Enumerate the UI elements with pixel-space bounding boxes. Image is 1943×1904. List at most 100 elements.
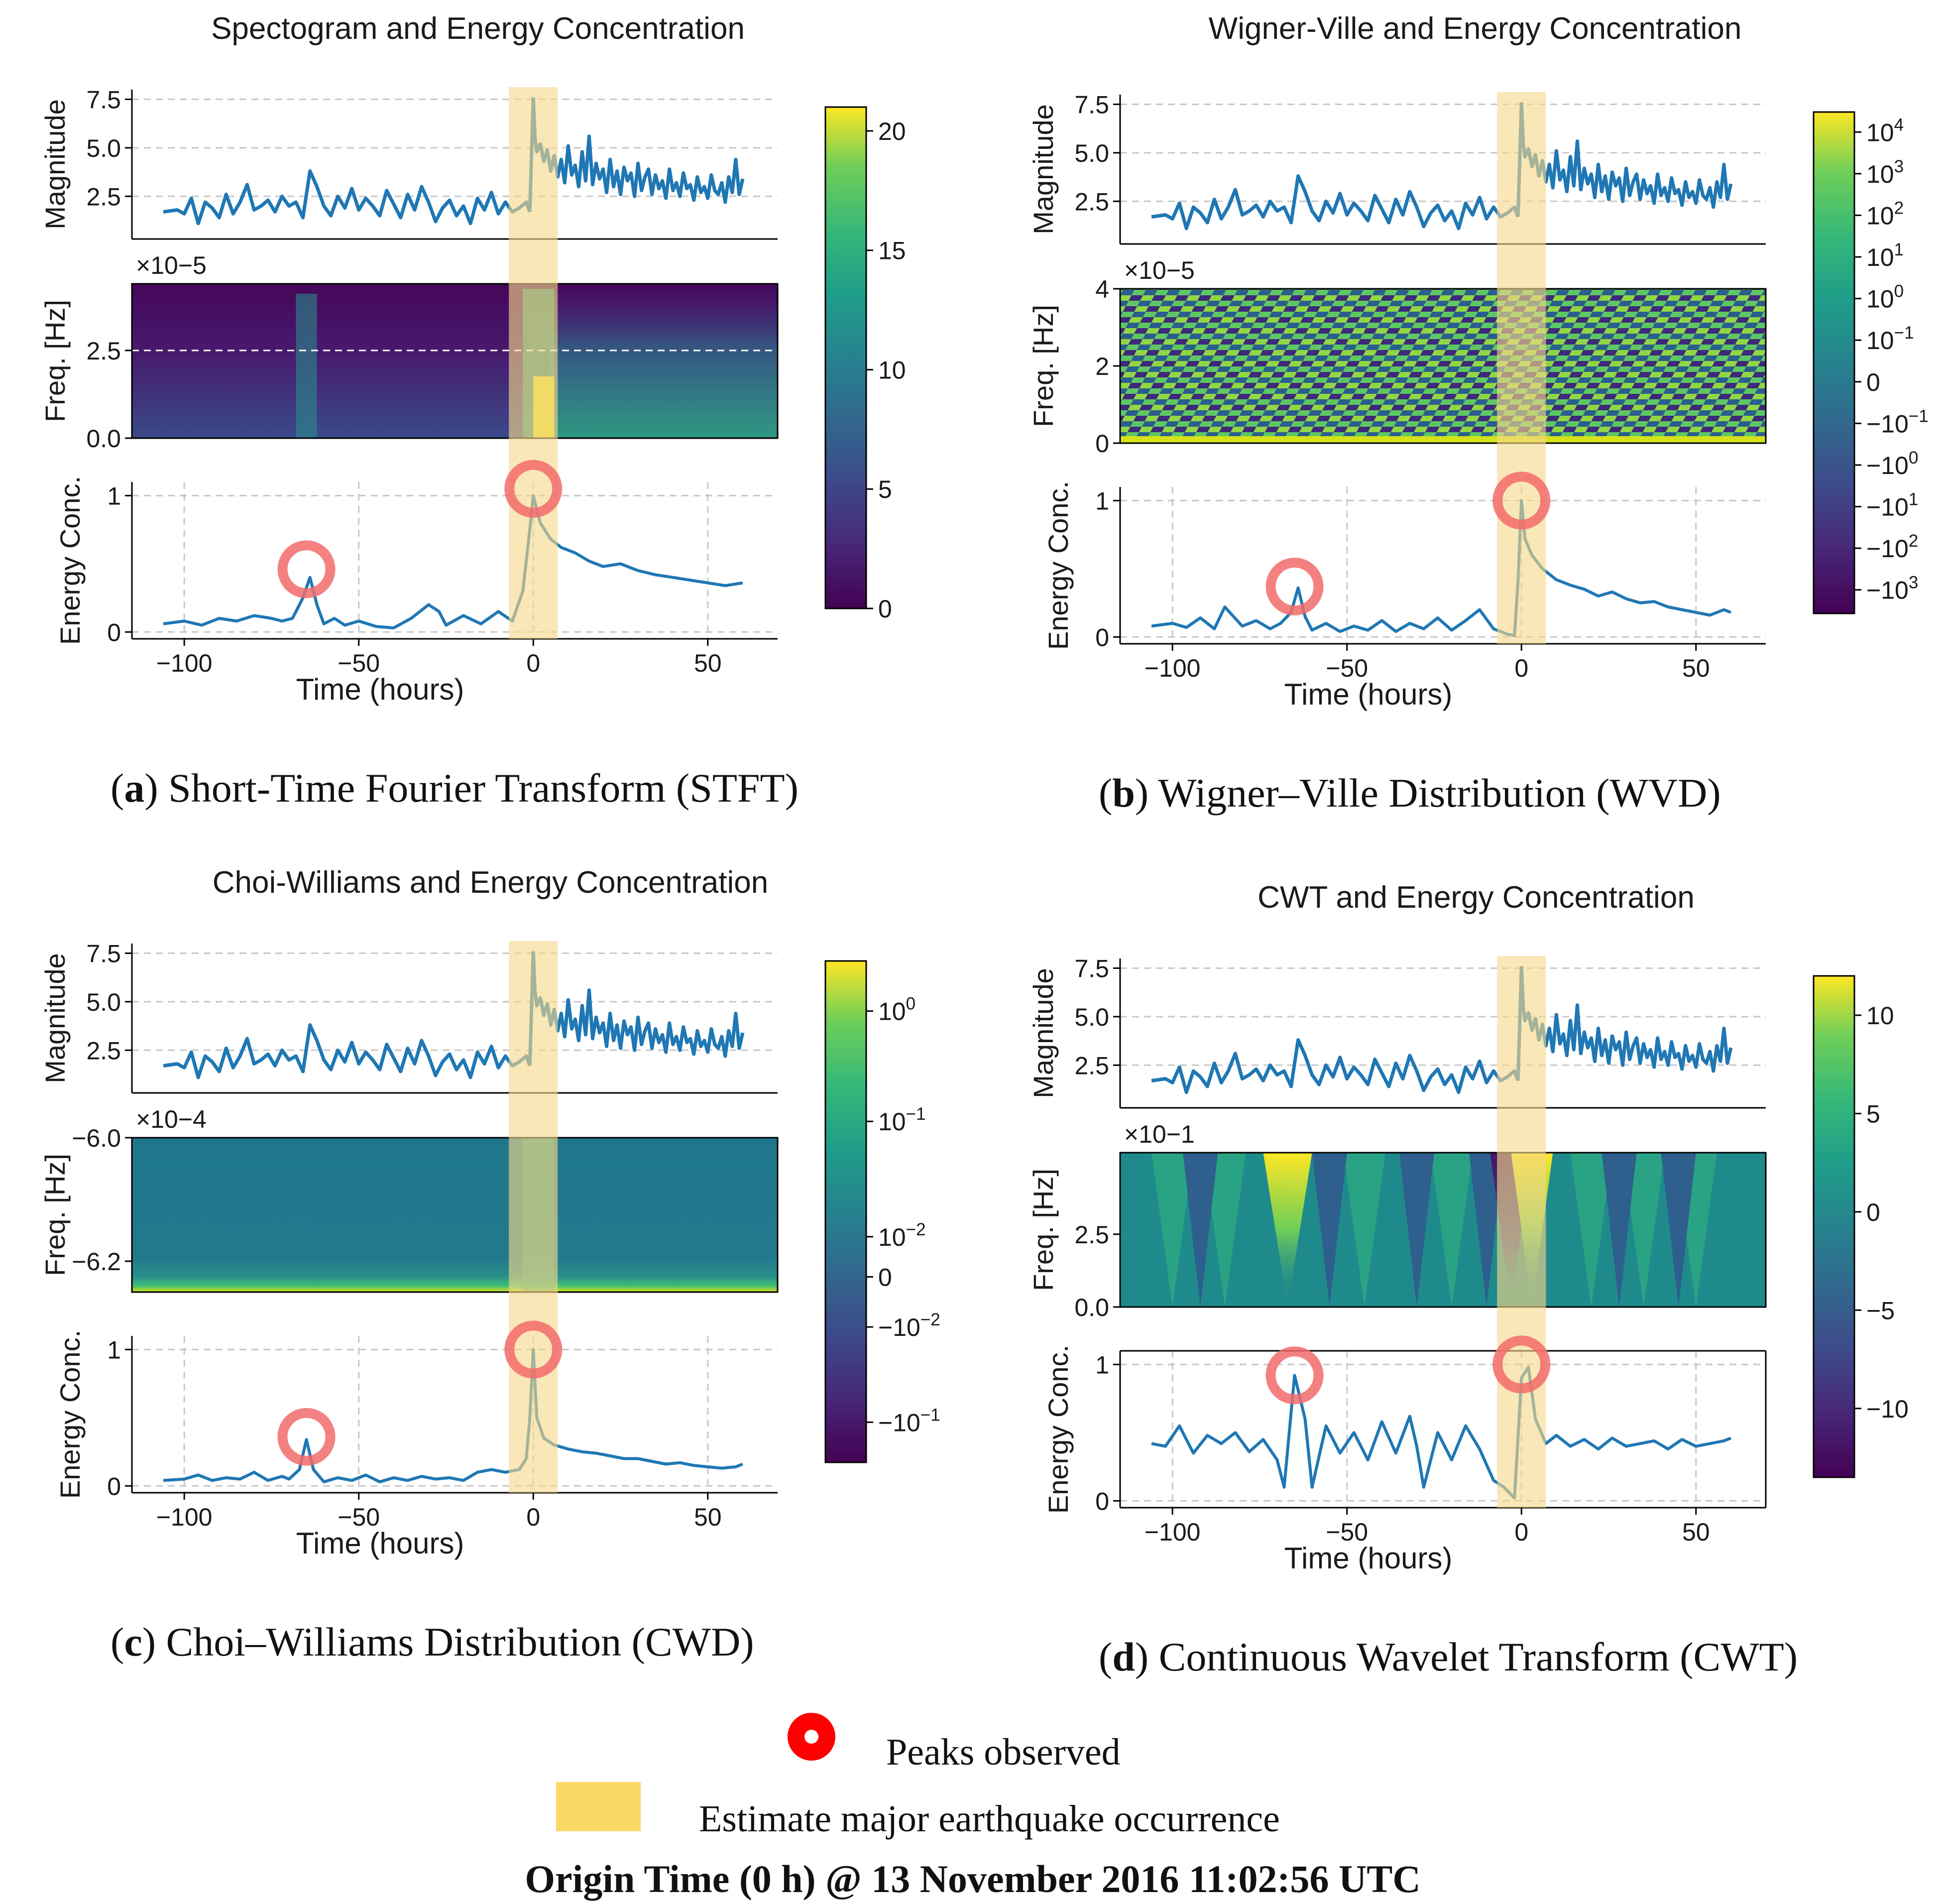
x-tick-label: 50: [694, 649, 722, 677]
spectrum-frame: [1119, 1152, 1767, 1308]
spectrum-tick-label: 4: [1095, 275, 1109, 303]
legend-band-swatch: [556, 1782, 641, 1831]
panel-caption: (b) Wigner–Ville Distribution (WVD): [1099, 770, 1721, 816]
spectrum-axis-label: Freq. [Hz]: [1028, 1169, 1059, 1291]
magnitude-series-line: [1151, 1038, 1520, 1094]
spectrum-tick-label: 0.0: [86, 425, 121, 453]
spectrum-tick-label: −6.2: [72, 1248, 121, 1276]
earthquake-time-band: [509, 87, 558, 639]
spectrogram-foreshock-streak: [296, 294, 317, 438]
magnitude-tick-label: 2.5: [1074, 1052, 1109, 1079]
colorbar: [824, 106, 867, 609]
peak-marker: [1265, 1346, 1324, 1405]
colorbar-tick-label: −10−1: [878, 1405, 940, 1436]
figure-legend: Peaks observed Estimate major earthquake…: [525, 1713, 1421, 1901]
cwt-wavelet-cone: [1183, 1153, 1218, 1307]
spectrum-tick-label: 2.5: [1074, 1221, 1109, 1249]
magnitude-tick-label: 5.0: [86, 988, 121, 1016]
legend-band-label: Estimate major earthquake occurrence: [699, 1798, 1280, 1840]
energy-tick-label: 0: [107, 1472, 121, 1500]
colorbar-tick-label: 103: [1866, 157, 1904, 188]
magnitude-tick-label: 7.5: [86, 86, 121, 114]
colorbar-tick-label: −10: [1866, 1395, 1909, 1423]
magnitude-series-line: [1151, 174, 1520, 231]
spectrogram-energy-region: [551, 284, 778, 438]
peak-marker: [504, 1320, 563, 1379]
magnitude-tick-label: 2.5: [1074, 188, 1109, 216]
x-tick-label: 0: [526, 1503, 540, 1531]
cwt-wavelet-cone: [1661, 1153, 1696, 1307]
colorbar-tick-label: 0: [1866, 1198, 1880, 1226]
earthquake-time-band: [509, 941, 558, 1493]
energy-series-line: [163, 1348, 743, 1484]
magnitude-tick-label: 2.5: [86, 183, 121, 211]
energy-tick-label: 1: [107, 1336, 121, 1364]
colorbar-tick-label: 10: [1866, 1002, 1894, 1030]
legend-peak-marker-hole: [804, 1730, 818, 1744]
spectrum-exponent: ×10−5: [136, 251, 207, 279]
x-tick-label: −50: [1326, 1518, 1368, 1546]
cwt-wavelet-cone: [1204, 1153, 1246, 1307]
colorbar-tick-label: 0: [878, 1263, 892, 1291]
colorbar-tick-label: −10−1: [1866, 406, 1929, 438]
colorbar-tick-label: −5: [1866, 1297, 1895, 1324]
colorbar-tick-label: 0: [878, 595, 892, 623]
energy-series-line: [1151, 1365, 1731, 1500]
spectrum-axis-label: Freq. [Hz]: [39, 1154, 71, 1276]
colorbar-tick-label: −10−2: [878, 1310, 940, 1341]
x-tick-label: 50: [1682, 1518, 1710, 1546]
x-axis-label: Time (hours): [1284, 1542, 1453, 1575]
x-tick-label: 50: [1682, 654, 1710, 682]
spectrum-frame: [1119, 288, 1767, 444]
colorbar-tick-label: 102: [1866, 198, 1904, 230]
colorbar-tick-label: 100: [1866, 282, 1904, 313]
x-tick-label: −100: [156, 649, 213, 677]
spectrum-tick-label: 0.0: [1074, 1294, 1109, 1321]
panel-caption: (d) Continuous Wavelet Transform (CWT): [1099, 1634, 1798, 1679]
x-axis-label: Time (hours): [296, 1527, 464, 1560]
spectrum-tick-label: −6.0: [72, 1124, 121, 1152]
x-tick-label: −100: [1144, 654, 1201, 682]
colorbar-tick-label: −102: [1866, 531, 1918, 563]
magnitude-tick-label: 7.5: [1074, 91, 1109, 119]
x-tick-label: 50: [694, 1503, 722, 1531]
colorbar-tick-label: −101: [1866, 490, 1918, 521]
chart-title: CWT and Energy Concentration: [1257, 880, 1695, 915]
cwt-wavelet-cone: [1469, 1153, 1504, 1307]
cwt-wavelet-cone: [1399, 1153, 1434, 1307]
spectrum-exponent: ×10−4: [136, 1105, 207, 1133]
spectrum-tick-label: 0: [1095, 430, 1109, 458]
peak-marker: [1492, 1335, 1551, 1394]
colorbar-tick-label: 15: [878, 237, 906, 265]
spectrum-frame: [131, 283, 779, 439]
chart-title: Spectogram and Energy Concentration: [211, 11, 745, 46]
energy-tick-label: 0: [1095, 623, 1109, 651]
magnitude-tick-label: 5.0: [1074, 139, 1109, 167]
panel-b: Wigner-Ville and Energy Concentration (b)…: [1028, 11, 1929, 816]
colorbar-tick-label: 20: [878, 118, 906, 145]
energy-tick-label: 1: [107, 482, 121, 510]
energy-axis-label: Energy Conc.: [1042, 481, 1074, 650]
spectrum-tick-label: 2.5: [86, 337, 121, 365]
magnitude-axis-label: Magnitude: [39, 953, 71, 1083]
choi-williams-image: [132, 1138, 778, 1292]
magnitude-axis-label: Magnitude: [1028, 968, 1059, 1098]
legend-peaks-label: Peaks observed: [886, 1731, 1121, 1773]
magnitude-series-line: [163, 1023, 532, 1079]
colorbar-tick-label: −103: [1866, 573, 1918, 604]
colorbar-tick-label: 0: [1866, 368, 1880, 396]
spectrum-exponent: ×10−5: [1124, 256, 1195, 284]
chart-title: Wigner-Ville and Energy Concentration: [1209, 11, 1742, 46]
colorbar-tick-label: 100: [878, 994, 915, 1026]
x-tick-label: 0: [1514, 654, 1528, 682]
x-tick-label: −100: [156, 1503, 213, 1531]
colorbar: [1813, 975, 1855, 1478]
wigner-ville-image: [1120, 289, 1766, 443]
x-axis-label: Time (hours): [296, 673, 464, 706]
peak-marker: [504, 460, 563, 518]
energy-axis-label: Energy Conc.: [54, 476, 86, 645]
spectrum-axis-label: Freq. [Hz]: [1028, 305, 1059, 427]
spectrum-tick-label: 2: [1095, 353, 1109, 380]
panel-caption: (a) Short-Time Fourier Transform (STFT): [111, 765, 799, 811]
